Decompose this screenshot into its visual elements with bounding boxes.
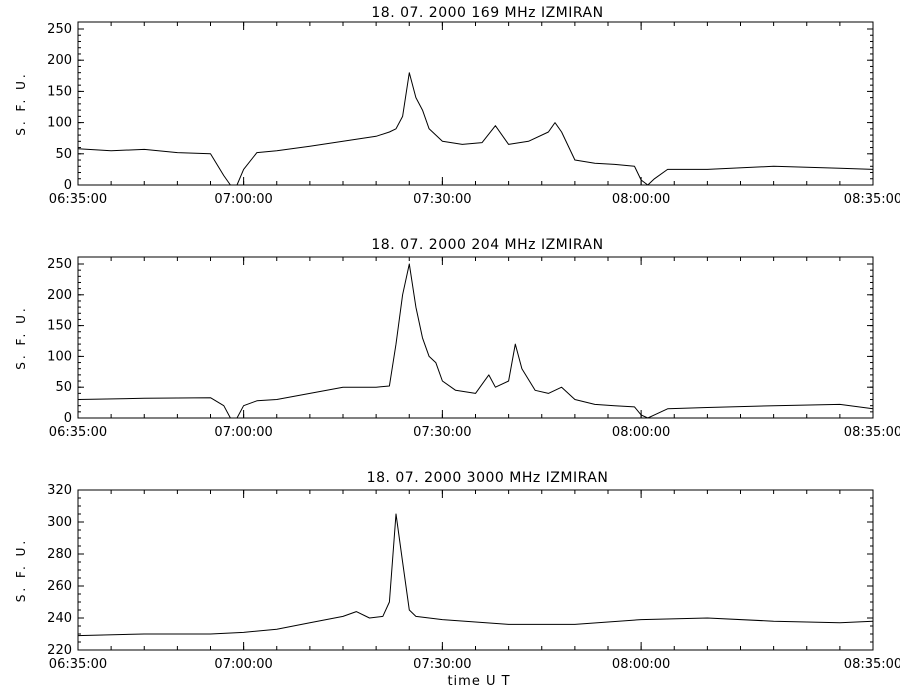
x-tick-label: 08:35:00	[844, 657, 900, 672]
x-tick-label: 07:30:00	[413, 657, 471, 672]
y-tick-label: 150	[47, 319, 72, 334]
plot-frame	[77, 489, 874, 651]
flux-trace-1	[77, 513, 874, 637]
y-tick-label: 100	[47, 116, 72, 131]
y-tick-label: 260	[47, 579, 72, 594]
chart-panel-1: 18. 07. 2000 169 MHz IZMIRAN S. F. U. 0 50 1…	[14, 5, 900, 207]
y-tick-label: 50	[55, 380, 72, 395]
x-tick-label: 08:35:00	[844, 425, 900, 440]
x-tick-label: 08:00:00	[612, 657, 670, 672]
y-tick-label: 100	[47, 349, 72, 364]
y-tick-label: 300	[47, 515, 72, 530]
x-tick-label: 08:35:00	[844, 192, 900, 207]
chart-title: 18. 07. 2000 204 MHz IZMIRAN	[371, 237, 603, 253]
y-axis-label: S. F. U.	[14, 305, 28, 369]
x-tick-label: 07:00:00	[214, 192, 272, 207]
x-tick-label: 07:00:00	[214, 657, 272, 672]
x-tick-label: 07:30:00	[413, 425, 471, 440]
chart-panel-2: 18. 07. 2000 204 MHz IZMIRAN S. F. U. 0 50 1…	[14, 237, 900, 440]
flux-trace-1	[77, 72, 874, 186]
y-axis-label: S. F. U.	[14, 538, 28, 602]
y-tick-label: 50	[55, 147, 72, 162]
x-tick-label: 06:35:00	[49, 657, 107, 672]
chart-title: 18. 07. 2000 169 MHz IZMIRAN	[371, 5, 603, 21]
y-tick-label: 220	[47, 643, 72, 658]
y-tick-label: 0	[64, 411, 72, 426]
y-tick-label: 200	[47, 53, 72, 68]
y-tick-label: 320	[47, 483, 72, 498]
y-tick-label: 150	[47, 84, 72, 99]
x-tick-label: 08:00:00	[612, 425, 670, 440]
x-tick-label: 07:00:00	[214, 425, 272, 440]
y-tick-label: 250	[47, 22, 72, 37]
x-tick-label: 06:35:00	[49, 192, 107, 207]
x-tick-label: 07:30:00	[413, 192, 471, 207]
y-tick-label: 240	[47, 611, 72, 626]
x-tick-label: 06:35:00	[49, 425, 107, 440]
y-tick-label: 0	[64, 178, 72, 193]
y-tick-label: 280	[47, 547, 72, 562]
chart-title: 18. 07. 2000 3000 MHz IZMIRAN	[367, 470, 609, 486]
y-tick-label: 250	[47, 257, 72, 272]
y-tick-label: 200	[47, 288, 72, 303]
flux-trace-1	[77, 263, 874, 419]
plot-frame	[77, 21, 874, 186]
x-axis-label: time U T	[447, 674, 510, 689]
chart-panel-3: 18. 07. 2000 3000 MHz IZMIRAN S. F. U. 220…	[14, 470, 900, 672]
y-axis-label: S. F. U.	[14, 71, 28, 135]
x-tick-label: 08:00:00	[612, 192, 670, 207]
